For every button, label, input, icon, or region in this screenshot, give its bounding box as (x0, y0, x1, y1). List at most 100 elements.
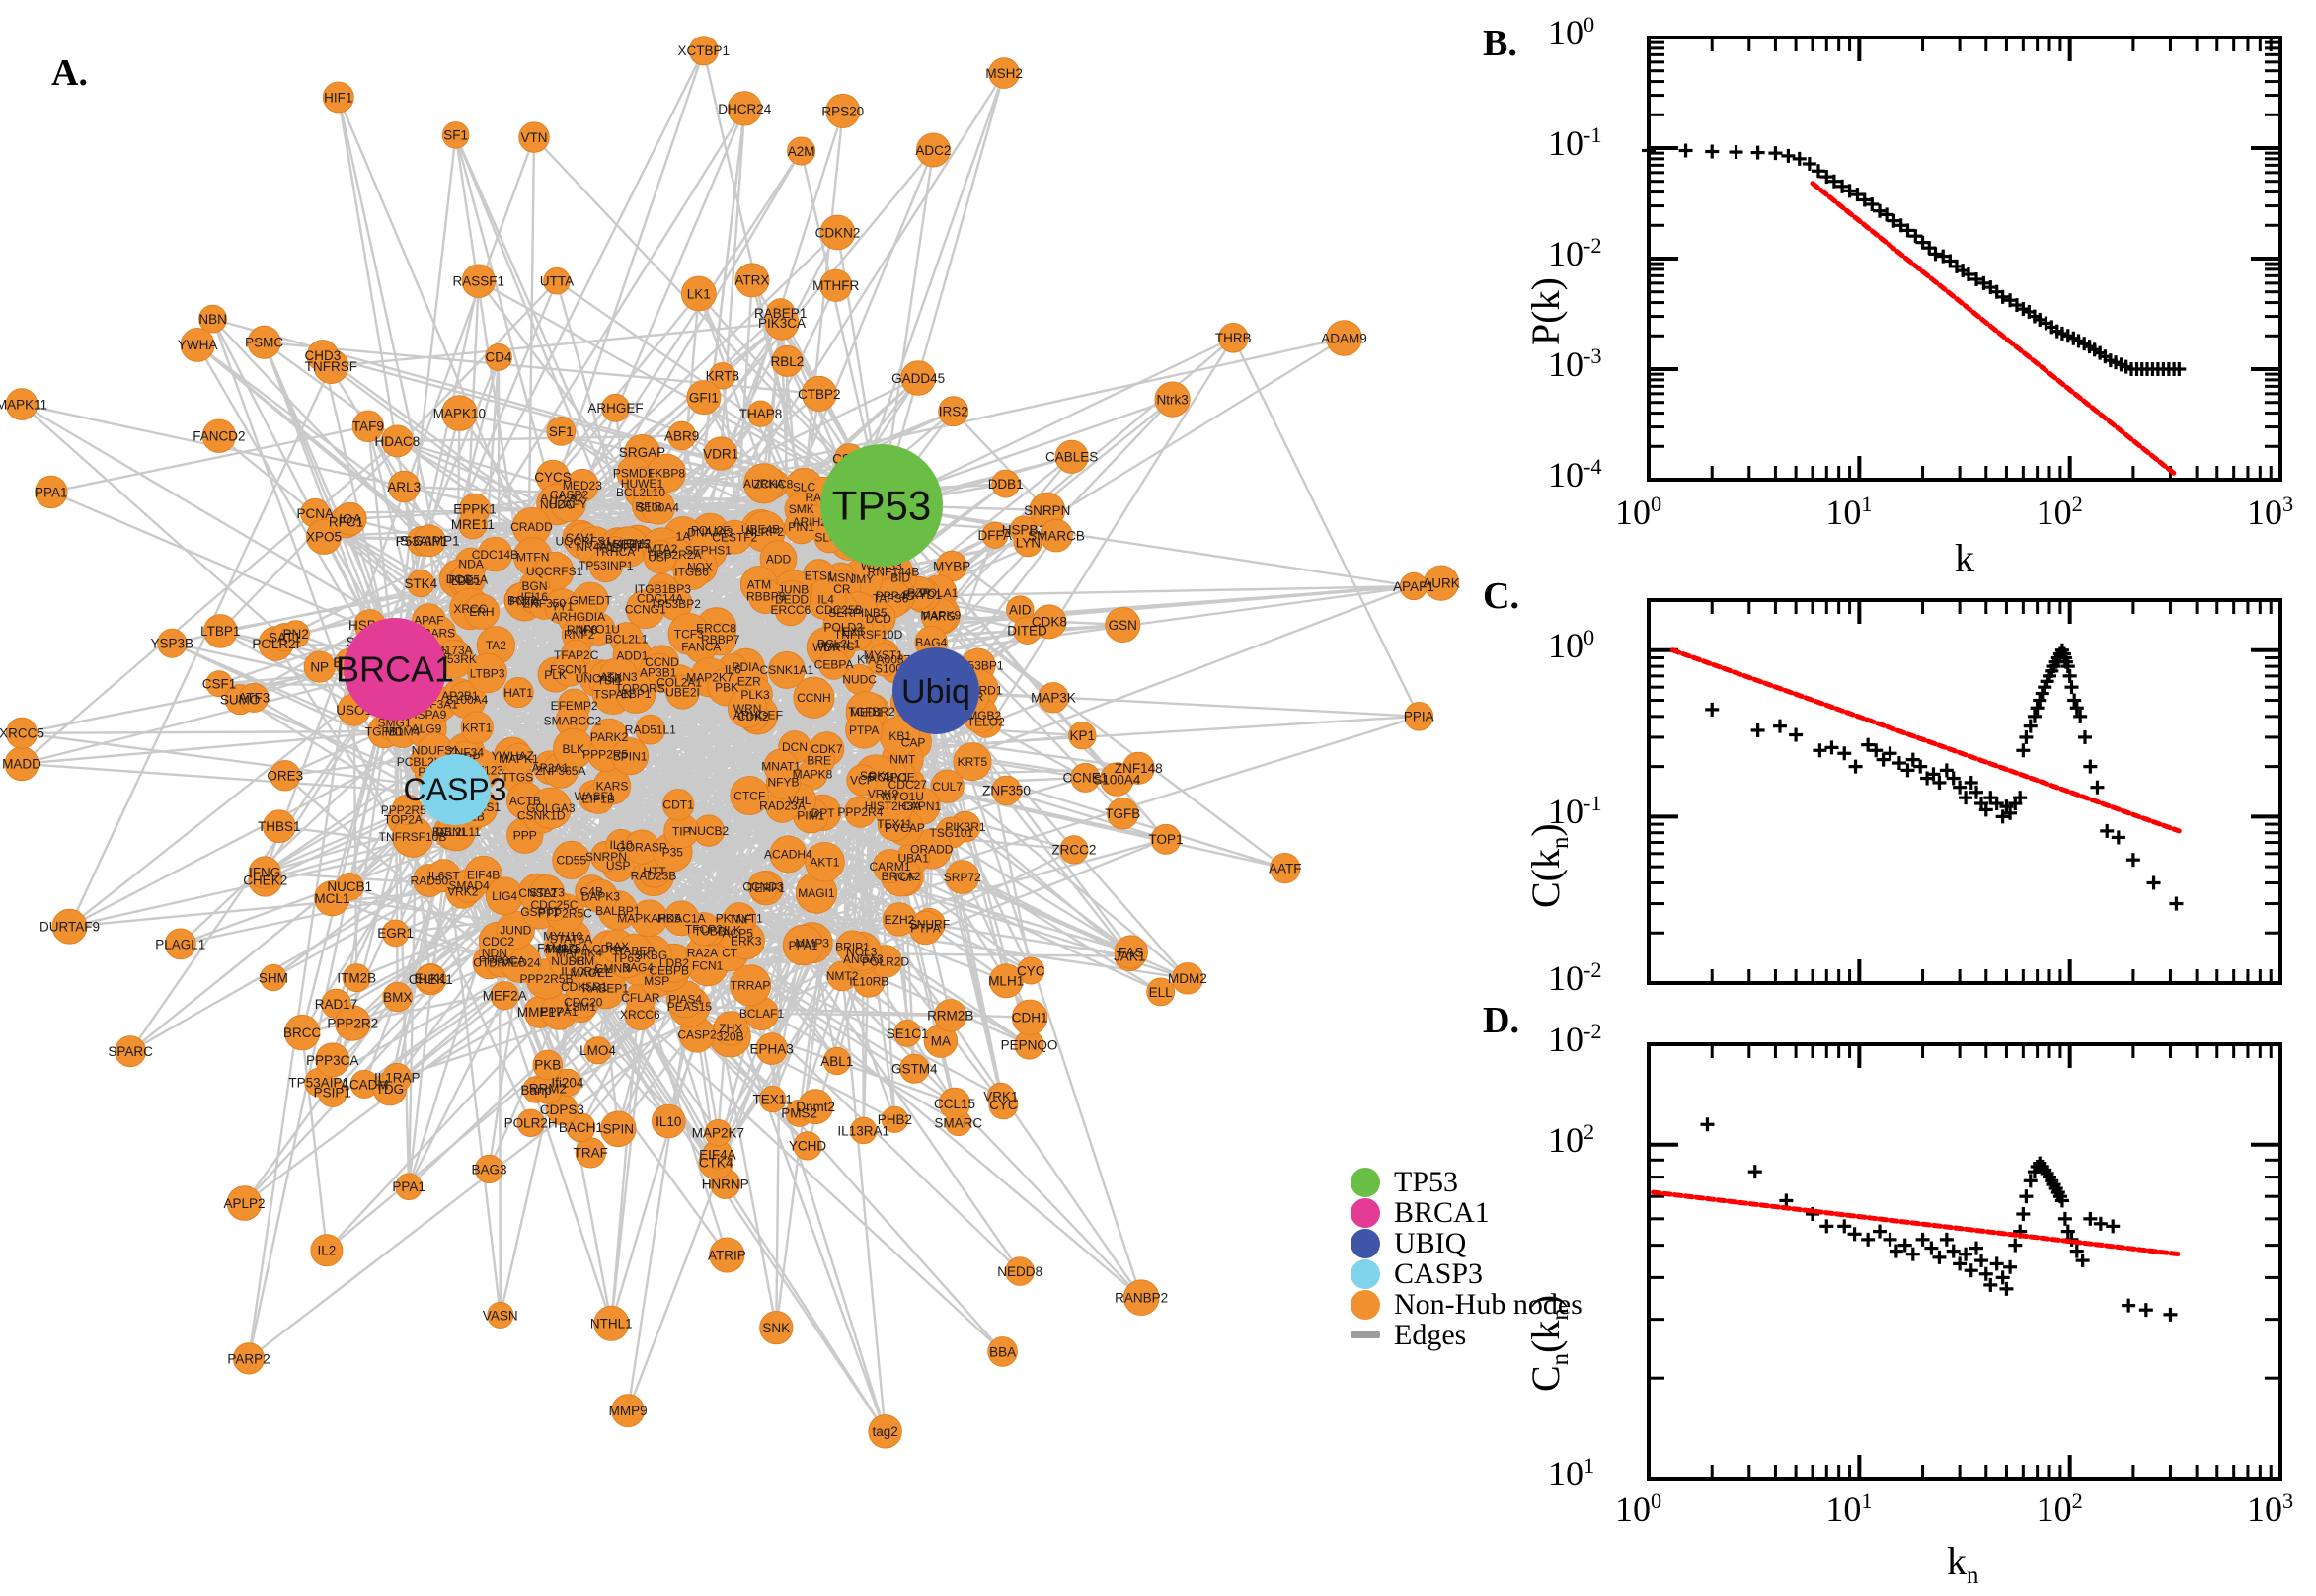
svg-text:VRK2: VRK2 (447, 885, 479, 899)
svg-text:ACADH4: ACADH4 (764, 848, 812, 862)
svg-text:PTPA: PTPA (849, 723, 879, 737)
ubiq-swatch-icon (1351, 1229, 1380, 1258)
svg-text:S100A4: S100A4 (1093, 772, 1141, 787)
panel-b-ylabel: P(k) (1522, 277, 1569, 345)
svg-text:DURTAF9: DURTAF9 (39, 920, 100, 935)
svg-text:ABL1: ABL1 (820, 1054, 853, 1069)
svg-text:GADD45: GADD45 (891, 371, 945, 386)
svg-text:TP53: TP53 (832, 483, 931, 529)
svg-text:AKT1: AKT1 (810, 856, 839, 870)
svg-text:ADD: ADD (766, 553, 792, 567)
svg-text:RASSF1: RASSF1 (453, 274, 505, 289)
svg-text:TNFRSF: TNFRSF (305, 359, 357, 374)
svg-text:BBA: BBA (989, 1344, 1016, 1359)
svg-text:GMEDT: GMEDT (570, 593, 613, 607)
svg-text:USP: USP (648, 551, 672, 565)
legend-label-tp53: TP53 (1394, 1168, 1458, 1197)
svg-text:BALBP1: BALBP1 (595, 904, 641, 918)
svg-text:ORE3: ORE3 (267, 769, 303, 784)
svg-text:TOP1: TOP1 (1148, 832, 1183, 847)
axis-tick-label: 100 (1615, 492, 1661, 533)
svg-text:SF1: SF1 (443, 128, 468, 143)
svg-text:MRE11: MRE11 (451, 517, 495, 532)
svg-text:PTPA: PTPA (910, 921, 940, 935)
svg-text:NP: NP (310, 659, 329, 674)
svg-text:THAP8: THAP8 (739, 407, 783, 421)
svg-text:KB1: KB1 (888, 729, 911, 743)
axis-tick-label: 102 (2037, 1488, 2083, 1530)
svg-text:GFI1: GFI1 (689, 390, 719, 405)
svg-text:RRM2B: RRM2B (927, 1009, 973, 1024)
svg-text:FCN1: FCN1 (692, 959, 724, 973)
svg-text:A2M: A2M (788, 144, 815, 159)
svg-text:CUL7: CUL7 (932, 780, 963, 794)
svg-text:TFCP2: TFCP2 (685, 923, 723, 937)
svg-text:DFFA: DFFA (978, 528, 1013, 543)
svg-text:ABR9: ABR9 (664, 428, 699, 443)
svg-text:IL10RB: IL10RB (849, 975, 888, 989)
panel-c-label: C. (1483, 574, 1519, 618)
svg-text:POLR2H: POLR2H (504, 1116, 558, 1131)
svg-text:PPA1: PPA1 (789, 939, 818, 952)
svg-text:BAG4: BAG4 (915, 636, 947, 649)
svg-text:PIK3R1: PIK3R1 (945, 820, 986, 834)
svg-text:IFNG: IFNG (249, 866, 280, 880)
svg-text:NEDD8: NEDD8 (997, 1264, 1042, 1279)
svg-text:PPP3CA: PPP3CA (306, 1053, 358, 1068)
svg-text:NUDC: NUDC (540, 497, 575, 511)
svg-text:IL10: IL10 (656, 1114, 681, 1129)
svg-text:AATF: AATF (1269, 862, 1302, 876)
svg-text:IL2: IL2 (318, 1244, 337, 1258)
svg-text:PLAGL1: PLAGL1 (155, 937, 205, 951)
svg-text:MAPK11: MAPK11 (0, 398, 47, 413)
svg-text:HUWE1: HUWE1 (621, 477, 664, 491)
svg-text:BAG4: BAG4 (622, 961, 654, 975)
svg-text:CD4: CD4 (485, 350, 511, 365)
svg-text:S100A4: S100A4 (446, 693, 489, 707)
svg-text:ZRCC2: ZRCC2 (1051, 843, 1096, 858)
svg-text:NUCB1: NUCB1 (327, 879, 372, 894)
edge-line-icon (1351, 1331, 1380, 1338)
svg-text:TGFB1: TGFB1 (365, 725, 404, 739)
svg-text:EFEMP2: EFEMP2 (551, 699, 598, 713)
svg-text:RBL2: RBL2 (771, 354, 805, 369)
svg-text:CSF1: CSF1 (202, 677, 237, 692)
svg-text:THRB: THRB (1215, 331, 1252, 345)
svg-text:MSH2: MSH2 (985, 66, 1023, 81)
svg-text:ATM: ATM (747, 578, 771, 592)
svg-text:YSP3B: YSP3B (151, 637, 194, 651)
svg-text:ITGB6: ITGB6 (674, 565, 709, 578)
svg-text:NUDC: NUDC (551, 954, 585, 968)
nonhub-swatch-icon (1351, 1290, 1380, 1320)
svg-text:MAGI1: MAGI1 (798, 886, 835, 900)
svg-text:SNRPN: SNRPN (585, 850, 627, 864)
svg-text:ATF3: ATF3 (238, 691, 270, 706)
svg-text:SERPINB5: SERPINB5 (828, 606, 888, 620)
svg-text:HIF1: HIF1 (324, 90, 352, 105)
svg-text:TA2: TA2 (486, 639, 506, 652)
svg-text:SPARC: SPARC (108, 1044, 153, 1059)
svg-text:PARP2: PARP2 (227, 1351, 270, 1366)
axis-tick-label: 102 (2037, 492, 2083, 533)
casp3-swatch-icon (1351, 1259, 1380, 1289)
svg-text:ACADM: ACADM (341, 1077, 389, 1092)
svg-text:MAPK9: MAPK9 (920, 608, 961, 622)
svg-text:SMARC: SMARC (934, 1115, 982, 1130)
svg-text:ERCC6: ERCC6 (771, 603, 811, 617)
svg-text:ZNF350: ZNF350 (982, 784, 1031, 798)
svg-text:VASN: VASN (483, 1308, 518, 1323)
svg-text:BRCC: BRCC (283, 1026, 322, 1040)
svg-text:tag2: tag2 (872, 1424, 897, 1439)
svg-text:SPIN: SPIN (602, 1122, 634, 1137)
svg-text:MTHFR: MTHFR (812, 278, 859, 293)
svg-text:UQCRFS1: UQCRFS1 (526, 565, 583, 578)
svg-text:GSPT1: GSPT1 (520, 905, 560, 919)
svg-text:ITM2B: ITM2B (337, 971, 376, 986)
axis-tick-label: 100 (1548, 12, 1594, 53)
svg-text:IL13RA1: IL13RA1 (837, 1123, 889, 1138)
svg-text:CD55: CD55 (556, 854, 586, 868)
svg-text:UTTA: UTTA (540, 274, 574, 289)
